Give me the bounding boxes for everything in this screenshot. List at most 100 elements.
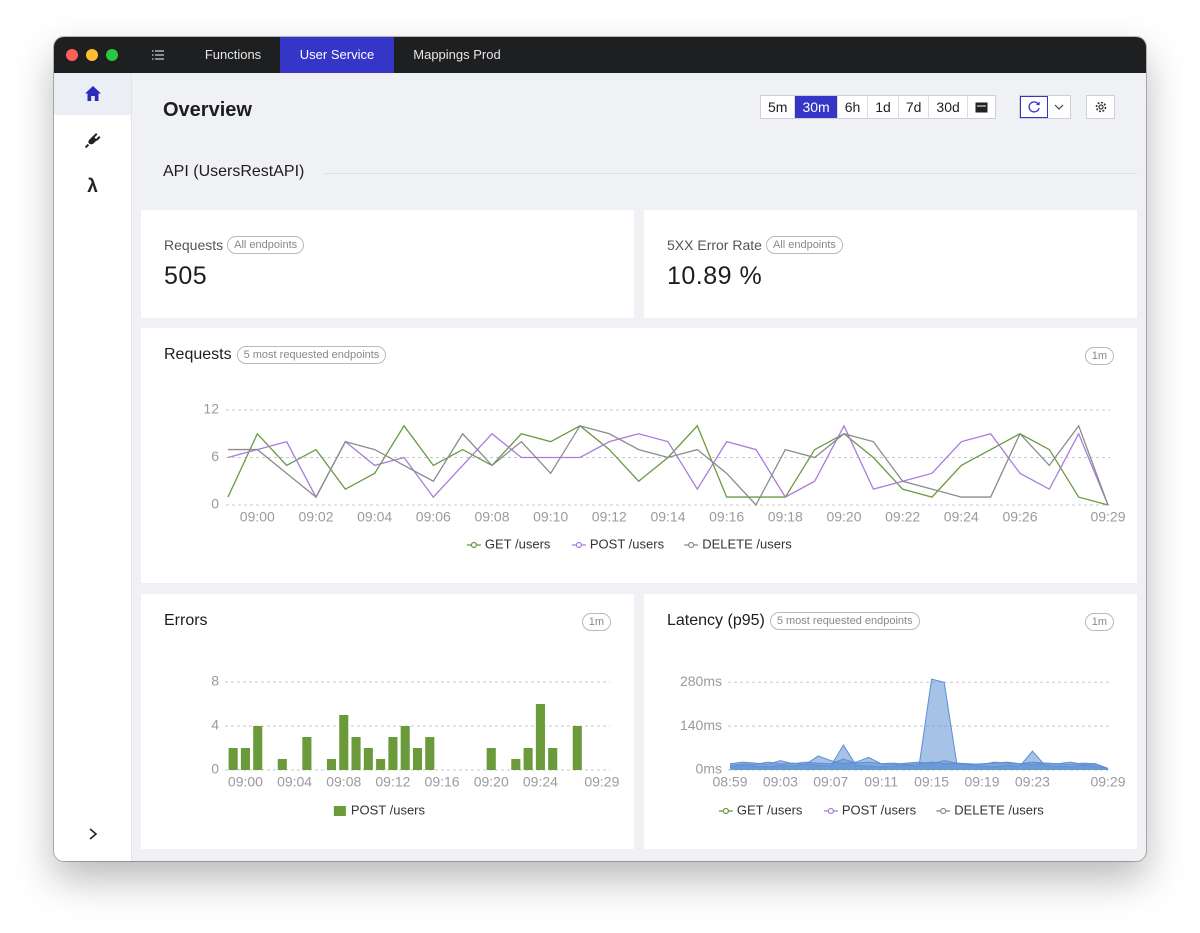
chart-badge: 5 most requested endpoints	[769, 612, 920, 630]
refresh-control[interactable]	[1019, 95, 1071, 119]
bar	[326, 759, 337, 770]
x-tick-label: 09:10	[533, 509, 568, 525]
bar	[425, 737, 435, 770]
y-tick-label: 280ms	[680, 673, 722, 689]
bar	[339, 715, 349, 770]
x-tick-label: 09:22	[885, 509, 920, 525]
chart: 0 4 8 09:00 09:04 09:08 09:12 09:16 09:20 09:24 09…	[211, 673, 619, 818]
calendar-icon	[975, 102, 988, 113]
x-tick-label: 09:24	[523, 774, 558, 790]
legend-item: POST /users	[823, 802, 917, 817]
x-tick-label: 09:00	[228, 774, 263, 790]
x-tick-label: 09:20	[826, 509, 861, 525]
close-button[interactable]	[66, 49, 78, 61]
x-tick-label: 09:19	[964, 774, 999, 790]
x-tick-label: 09:06	[416, 509, 451, 525]
bar	[253, 726, 263, 770]
interval-badge[interactable]: 1m	[1084, 347, 1114, 365]
y-tick-label: 12	[203, 401, 219, 417]
bar	[228, 748, 238, 770]
chart-title: Latency (p95)	[667, 612, 765, 629]
stat-label: 5XX Error Rate	[667, 237, 762, 253]
legend-item: GET /users	[466, 536, 551, 551]
tab[interactable]: Mappings Prod	[413, 47, 501, 62]
y-tick-label: 0ms	[696, 761, 722, 777]
chart-card: Requests 5 most requested endpoints 1m 0 6 12…	[141, 328, 1137, 583]
y-tick-label: 140ms	[680, 717, 722, 733]
bar	[388, 737, 398, 770]
legend-marker	[722, 807, 730, 815]
legend-label: GET /users	[737, 802, 803, 817]
legend-marker	[470, 541, 477, 549]
bar	[363, 748, 373, 770]
x-tick-label: 08:59	[712, 774, 747, 790]
section-divider	[324, 173, 1137, 174]
time-range-button[interactable]: 30m	[795, 96, 838, 118]
settings-button[interactable]	[1086, 95, 1115, 119]
legend-label: POST /users	[590, 536, 665, 551]
functions-nav[interactable]: λ	[87, 176, 98, 197]
menu-icon[interactable]	[151, 49, 165, 61]
chart-badge: 5 most requested endpoints	[236, 346, 387, 364]
time-range-button[interactable]: 5m	[761, 96, 796, 118]
x-tick-label: 09:12	[375, 774, 410, 790]
chart: 0 6 12 09:00 09:02 09:04 09:06 09:08 09:10 09:12 0…	[203, 401, 1125, 552]
tab[interactable]: Functions	[204, 47, 262, 62]
x-tick-label: 09:04	[357, 509, 392, 525]
bar	[400, 726, 410, 770]
x-tick-label: 09:04	[277, 774, 312, 790]
expand-nav[interactable]	[54, 813, 131, 855]
x-tick-label: 09:16	[709, 509, 744, 525]
stat-card: 5XX Error Rate All endpoints 10.89 %	[644, 210, 1137, 318]
bar	[511, 759, 521, 770]
time-range-button[interactable]: 7d	[899, 96, 930, 118]
y-tick-label: 6	[211, 448, 219, 464]
time-range-group: 5m 30m 6h 1d 7d 30d	[760, 95, 996, 119]
x-tick-label: 09:29	[1090, 774, 1125, 790]
x-tick-label: 09:12	[592, 509, 627, 525]
bar	[302, 737, 312, 770]
sidebar: λ	[54, 73, 132, 861]
legend-item: POST /users	[333, 802, 426, 817]
stat-header: 5XX Error Rate All endpoints	[667, 236, 843, 254]
time-range-button[interactable]: 6h	[838, 96, 869, 118]
stat-badge: All endpoints	[227, 236, 305, 254]
legend-marker	[940, 807, 947, 815]
y-tick-label: 0	[211, 496, 219, 512]
x-tick-label: 09:29	[1090, 509, 1125, 525]
bar	[523, 748, 533, 770]
refresh-dropdown[interactable]	[1048, 96, 1070, 118]
x-tick-label: 09:16	[425, 774, 460, 790]
minimize-button[interactable]	[86, 49, 98, 61]
interval-badge[interactable]: 1m	[581, 613, 611, 631]
x-tick-label: 09:08	[326, 774, 361, 790]
refresh-button[interactable]	[1020, 96, 1048, 118]
zoom-button[interactable]	[106, 49, 118, 61]
series-line	[227, 424, 1109, 506]
x-tick-label: 09:23	[1015, 774, 1050, 790]
tab[interactable]: User Service	[280, 37, 394, 73]
time-range-button[interactable]: 30d	[929, 96, 968, 118]
app-window: Functions User Service Mappings Prod λ Ove…	[54, 37, 1146, 861]
series-area	[730, 679, 1108, 770]
interval-badge[interactable]: 1m	[1084, 613, 1114, 631]
chart-card: Latency (p95) 5 most requested endpoints 1…	[644, 594, 1137, 849]
plug-icon	[84, 133, 100, 149]
legend-label: DELETE /users	[702, 536, 792, 551]
chart-card: Errors 1m 0 4 8 09:00 09:04 09:08 09:12 09:16 09:2…	[141, 594, 634, 849]
home-icon	[84, 86, 101, 101]
x-tick-label: 09:02	[298, 509, 333, 525]
calendar-button[interactable]	[968, 96, 995, 118]
x-tick-label: 09:14	[650, 509, 685, 525]
page-title: Overview	[163, 99, 252, 121]
x-tick-label: 09:20	[474, 774, 509, 790]
time-range-button[interactable]: 1d	[868, 96, 899, 118]
stat-value: 10.89 %	[667, 262, 763, 290]
plugins-nav[interactable]	[54, 119, 131, 161]
y-tick-label: 8	[211, 673, 219, 689]
legend-item: POST /users	[571, 536, 665, 551]
legend-item: DELETE /users	[684, 536, 792, 551]
home-nav[interactable]	[54, 73, 131, 115]
chart-title: Errors	[164, 612, 208, 629]
